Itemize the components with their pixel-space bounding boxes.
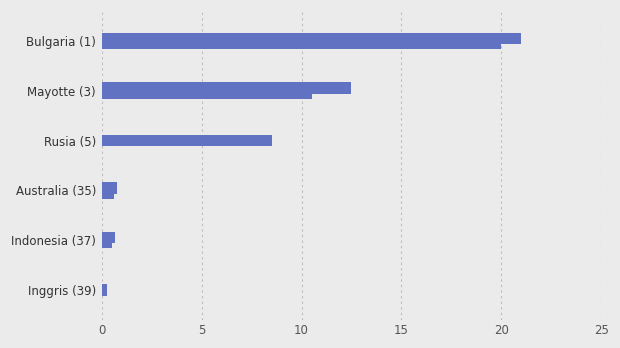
Bar — [102, 232, 115, 243]
Bar — [102, 284, 107, 296]
Bar — [102, 135, 272, 147]
Bar — [102, 33, 521, 44]
Bar — [102, 87, 311, 99]
Bar — [102, 187, 114, 199]
Bar — [102, 38, 502, 49]
Bar — [102, 237, 112, 248]
Bar — [102, 82, 352, 94]
Bar — [102, 182, 117, 193]
